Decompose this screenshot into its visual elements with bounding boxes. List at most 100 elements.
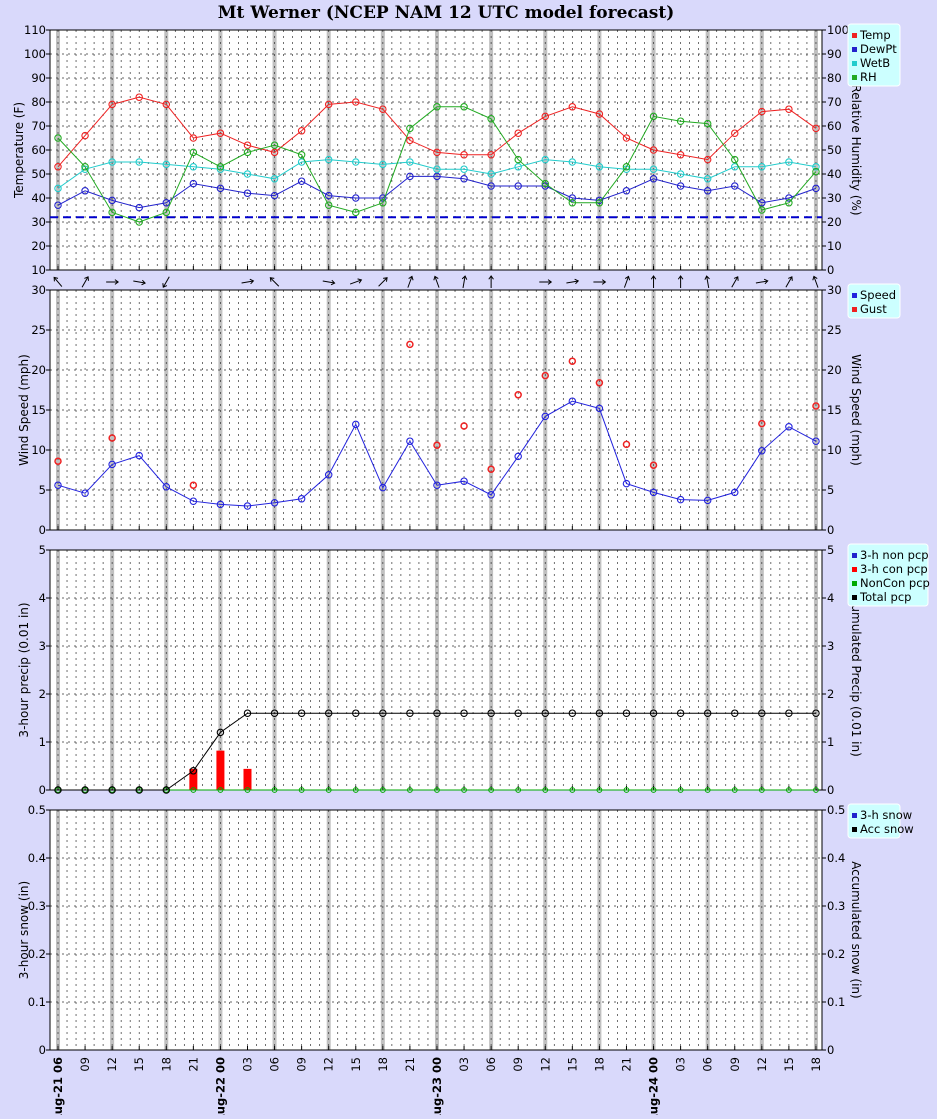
temperature-ytick-label: 70: [31, 119, 46, 133]
wind-gust-point: [487, 465, 495, 473]
precip-legend-swatch: [852, 581, 857, 586]
total-pcp-point: [676, 709, 685, 717]
total-pcp-point: [81, 786, 89, 794]
temp-point: [460, 151, 468, 159]
x-tick-label: 15: [782, 1057, 796, 1072]
total-pcp-point: [812, 709, 820, 717]
wind-ytick-label: 15: [31, 403, 46, 417]
wind-direction-arrow: [623, 275, 631, 288]
x-tick-label: 12: [755, 1057, 769, 1072]
wind-arrow-head: [249, 278, 255, 285]
wind-gust-point: [595, 379, 604, 387]
wind-y2tick-label: 15: [827, 403, 842, 417]
wind-gust-point: [568, 357, 577, 365]
total-pcp-point: [703, 709, 712, 717]
total-pcp-point: [189, 767, 198, 775]
temp-point: [812, 124, 820, 133]
noncon-pcp-point: [623, 787, 630, 793]
temperature-ytick-label: 10: [31, 263, 46, 277]
x-tick-label: 18: [159, 1057, 173, 1072]
dewpt-point: [297, 177, 306, 185]
dewpt-point: [81, 187, 89, 195]
wetb-point: [379, 160, 387, 169]
wind-arrow-shaft: [785, 276, 793, 288]
snow-legend-label: Acc snow: [860, 822, 914, 836]
wetb-point: [324, 155, 333, 164]
rh-point: [162, 208, 171, 217]
temp-line: [57, 96, 817, 168]
rh-point: [189, 148, 198, 157]
wind-arrow-head: [357, 278, 363, 284]
wind-arrow-shaft: [434, 276, 440, 288]
wind-arrow-shaft: [731, 276, 739, 288]
con-pcp-bar: [243, 768, 252, 790]
temperature-ytick-label: 50: [31, 167, 46, 181]
temp-point: [514, 129, 522, 137]
snow-ytick-label: 0.1: [28, 995, 46, 1009]
snow-ylabel: 3-hour snow (in): [17, 881, 31, 979]
wind-speed-point: [433, 481, 441, 489]
dewpt-point: [108, 196, 116, 205]
wind-legend-swatch: [852, 293, 857, 298]
wind-direction-arrow: [704, 275, 710, 288]
dewpt-point: [487, 182, 495, 190]
dewpt-line: [57, 175, 817, 209]
noncon-pcp-point: [785, 787, 792, 793]
wind-speed-point: [758, 447, 766, 455]
wetb-point: [649, 165, 658, 173]
snow-y2tick-label: 0.4: [827, 851, 845, 865]
wind-speed-point: [568, 397, 577, 405]
wind-arrow-head: [269, 277, 275, 282]
x-tick-label: 06: [701, 1057, 715, 1072]
rh-point: [433, 103, 441, 111]
x-tick-label: 18: [376, 1057, 390, 1072]
wind-arrow-shaft: [755, 280, 768, 284]
temperature-ytick-label: 40: [31, 191, 46, 205]
wind-arrow-head: [733, 276, 739, 281]
x-axis-labels: Aug-21 06 09 12 15 18 21 Aug-22 00 03 06 09 12 15 18…: [51, 1057, 823, 1119]
wind-speed-point: [703, 496, 712, 505]
rh-point: [514, 155, 522, 164]
temperature-y2tick-label: 0: [827, 263, 834, 277]
x-tick-label: 18: [809, 1057, 823, 1072]
wind-speed-point: [487, 491, 495, 499]
rh-point: [297, 151, 306, 159]
snow-ytick-label: 0.2: [28, 947, 46, 961]
wetb-point: [487, 170, 495, 178]
wind-speed-point: [135, 451, 143, 460]
wind-speed-point: [785, 423, 793, 431]
wetb-point: [54, 184, 62, 193]
wind-speed-point: [676, 495, 685, 504]
total-pcp-point: [541, 709, 550, 717]
wetb-point: [243, 170, 252, 178]
wind-speed-point: [216, 500, 225, 509]
wind-direction-arrow: [433, 275, 440, 288]
rh-point: [54, 134, 62, 142]
temperature-legend-label: WetB: [860, 56, 890, 70]
temp-point: [297, 127, 306, 135]
rh-point: [541, 179, 550, 188]
wind-gust-point: [406, 340, 414, 349]
temp-point: [379, 105, 387, 113]
wind-arrow-shaft: [349, 279, 362, 285]
precip-legend-label: NonCon pcp: [860, 576, 930, 590]
temperature-frame: [49, 29, 823, 271]
precip-ytick-label: 5: [39, 543, 46, 557]
total-pcp-point: [108, 786, 116, 794]
total-pcp-point: [758, 709, 766, 717]
wind-arrow-shaft: [133, 280, 146, 284]
wind-arrow-head: [383, 277, 388, 282]
wind-speed-point: [460, 477, 468, 485]
wind-legend-label: Speed: [860, 288, 896, 302]
noncon-pcp-point: [298, 787, 305, 793]
wind-speed-point: [324, 471, 333, 479]
wind-speed-point: [812, 437, 820, 445]
wind-y2tick-label: 10: [827, 443, 842, 457]
wind-direction-arrow: [785, 276, 793, 288]
date-label: Aug-21 06: [51, 1057, 65, 1115]
temperature-y2label: Relative Humidity (%): [849, 84, 863, 215]
noncon-pcp-point: [407, 787, 413, 793]
temperature-ytick-label: 110: [24, 23, 46, 37]
con-pcp-bar: [216, 750, 225, 790]
temperature-legend-label: DewPt: [860, 42, 897, 56]
